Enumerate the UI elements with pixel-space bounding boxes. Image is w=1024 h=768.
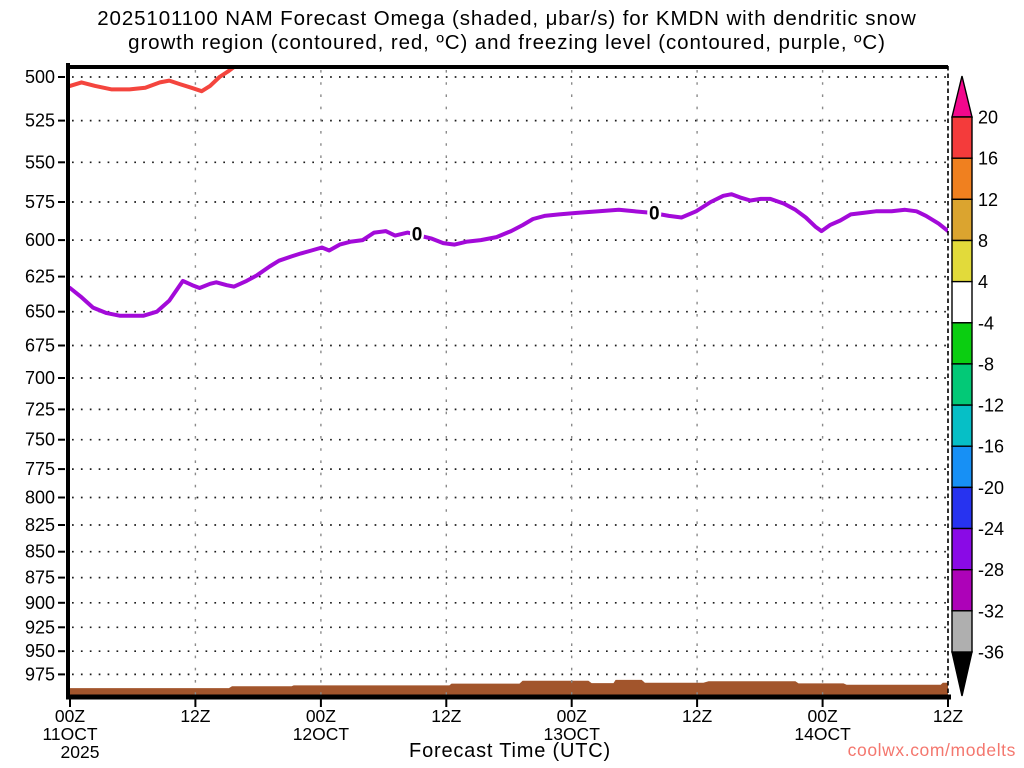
- y-axis-tick-label: 500: [25, 67, 55, 87]
- colorbar-tick-label: -4: [978, 313, 994, 333]
- dendritic-growth-region-contour-line: [68, 66, 241, 94]
- y-axis-tick-label: 800: [25, 488, 55, 508]
- x-axis-tick-label: 00Z: [557, 706, 587, 726]
- y-axis-tick-label: 775: [25, 459, 55, 479]
- y-axis-tick-label: 675: [25, 336, 55, 356]
- chart-title-line-2: growth region (contoured, red, ºC) and f…: [128, 31, 886, 54]
- x-axis-year-label: 2025: [61, 742, 100, 762]
- colorbar-arrow-down-icon: [951, 651, 973, 697]
- colorbar-segment: [951, 569, 973, 612]
- y-axis-tick-label: 850: [25, 542, 55, 562]
- y-axis-tick-label: 575: [25, 192, 55, 212]
- colorbar-segment: [951, 610, 973, 653]
- x-axis-tick-label: 00Z: [808, 706, 838, 726]
- x-axis-date-label: 11OCT: [42, 724, 97, 744]
- x-axis-tick-label: 12Z: [431, 706, 461, 726]
- colorbar-tick-label: -12: [978, 396, 1004, 416]
- x-axis-title: Forecast Time (UTC): [409, 740, 611, 762]
- colorbar-tick-label: -36: [978, 643, 1004, 663]
- colorbar-tick-label: 16: [978, 149, 998, 169]
- x-axis-tick-label: 00Z: [306, 706, 336, 726]
- y-axis-tick-label: 975: [25, 664, 55, 684]
- plot-border: [66, 63, 951, 700]
- y-axis-tick-label: 600: [25, 230, 55, 250]
- colorbar-tick-label: 4: [978, 272, 988, 292]
- colorbar-segment: [951, 445, 973, 489]
- colorbar-segment: [951, 198, 973, 242]
- freezing-level-contour-zero-label: 0: [649, 203, 660, 224]
- colorbar-segment: [951, 322, 973, 365]
- y-axis-tick-label: 750: [25, 430, 55, 450]
- chart-title-line-1: 2025101100 NAM Forecast Omega (shaded, μ…: [97, 7, 917, 30]
- x-axis-tick-label: 12Z: [180, 706, 210, 726]
- y-axis-tick-label: 875: [25, 568, 55, 588]
- x-axis-tick-label: 00Z: [55, 706, 85, 726]
- x-axis-tick-label: 12Z: [933, 706, 963, 726]
- colorbar-tick-label: 20: [978, 108, 998, 128]
- colorbar-tick-label: -28: [978, 560, 1004, 580]
- y-axis-tick-label: 625: [25, 267, 55, 287]
- y-axis-tick-label: 900: [25, 593, 55, 613]
- y-axis-tick-label: 525: [25, 111, 55, 131]
- colorbar-tick-label: 12: [978, 190, 998, 210]
- pressure-gridlines: [72, 76, 946, 676]
- y-axis-tick-label: 825: [25, 515, 55, 535]
- colorbar-tick-label: -32: [978, 601, 1004, 621]
- colorbar-tick-label: -8: [978, 354, 994, 374]
- colorbar-segment: [951, 527, 973, 571]
- y-axis-tick-label: 950: [25, 641, 55, 661]
- freezing-level-contour-zero-label: 0: [412, 225, 423, 246]
- x-axis-date-label: 13OCT: [543, 724, 600, 744]
- y-axis-tick-label: 550: [25, 152, 55, 172]
- x-axis-date-label: 14OCT: [794, 724, 851, 744]
- colorbar-arrow-up-icon: [951, 75, 973, 118]
- freezing-level-contour-line: [68, 192, 948, 318]
- colorbar-segment: [951, 363, 973, 406]
- colorbar-tick-label: -16: [978, 437, 1004, 457]
- y-axis-tick-label: 650: [25, 302, 55, 322]
- x-axis-date-label: 12OCT: [293, 724, 350, 744]
- colorbar-segment: [951, 157, 973, 201]
- colorbar-tick-label: -20: [978, 478, 1004, 498]
- colorbar-segment: [951, 116, 973, 159]
- colorbar-segment: [951, 404, 973, 448]
- y-axis-tick-label: 725: [25, 399, 55, 419]
- colorbar-tick-label: -24: [978, 519, 1004, 539]
- y-axis-tick-label: 925: [25, 617, 55, 637]
- colorbar-segment: [951, 280, 973, 324]
- colorbar-tick-label: 8: [978, 231, 988, 251]
- surface-terrain-fill: [70, 679, 948, 698]
- x-axis-tick-label: 12Z: [682, 706, 712, 726]
- y-axis: 500 525 550 575 600 625 650 675 700 725 750 775 800 8…: [25, 67, 65, 684]
- y-axis-tick-label: 700: [25, 368, 55, 388]
- watermark-text: coolwx.com/modelts: [847, 740, 1016, 760]
- colorbar-segment: [951, 486, 973, 530]
- time-gridlines: [194, 70, 824, 695]
- colorbar-segment: [951, 239, 973, 283]
- omega-colorbar: 20 16 12 8 4 -4 -8 -12 -16 -20 -24 -28 -32 -36: [951, 75, 1004, 697]
